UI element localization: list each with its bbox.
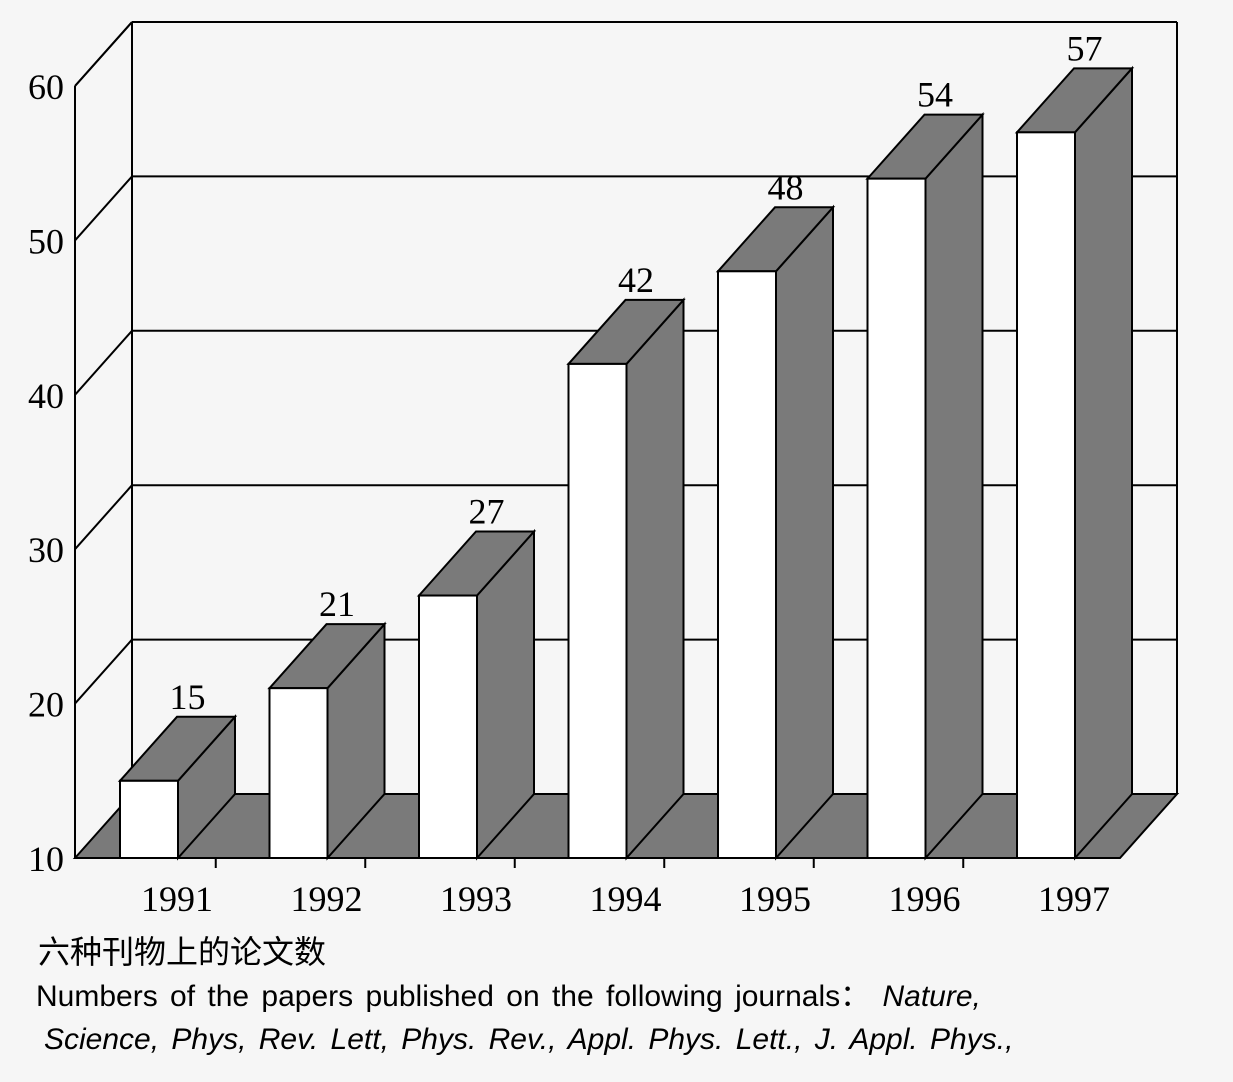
bar-front-face bbox=[866, 177, 927, 859]
y-tick-label-40: 40 bbox=[28, 376, 64, 416]
x-tick-label-1993: 1993 bbox=[440, 879, 512, 919]
bar-1994 bbox=[566, 297, 686, 861]
bar-side-face bbox=[775, 204, 834, 861]
bar-front-face bbox=[1016, 131, 1076, 859]
bar-side-face bbox=[924, 112, 984, 861]
data-label-1997: 57 bbox=[1067, 28, 1103, 68]
x-tick-label-1991: 1991 bbox=[141, 879, 213, 919]
data-label-1995: 48 bbox=[768, 167, 804, 207]
x-tick-label-1994: 1994 bbox=[590, 879, 662, 919]
side-gridline-30 bbox=[74, 484, 133, 550]
bar-front-face bbox=[567, 362, 628, 859]
bar-front-face bbox=[418, 594, 478, 860]
y-tick-label-50: 50 bbox=[28, 221, 64, 261]
bar-1993 bbox=[416, 528, 537, 861]
data-label-1993: 27 bbox=[469, 492, 505, 532]
bar-1992 bbox=[267, 621, 387, 861]
chart-bars bbox=[117, 65, 1135, 861]
caption-journal-nature: Nature, bbox=[882, 980, 981, 1013]
figure-caption-english-line-1: Numbers of the papers published on the f… bbox=[36, 976, 1196, 1018]
chart-front-axis bbox=[74, 21, 965, 868]
bar-front-face bbox=[119, 779, 179, 859]
side-gridline-20 bbox=[74, 638, 133, 705]
x-tick-label-1996: 1996 bbox=[889, 879, 961, 919]
caption-description: Numbers of the papers published on the f… bbox=[36, 980, 871, 1013]
side-gridline-50 bbox=[74, 175, 133, 242]
chart-labels: 15 1991 21 1992 27 1993 42 1994 48 1995 54 1996 57 19… bbox=[28, 28, 1110, 919]
y-axis-top-edge bbox=[74, 21, 133, 87]
y-tick-label-10: 10 bbox=[28, 839, 64, 879]
y-tick-label-20: 20 bbox=[28, 685, 64, 725]
x-tick-label-1997: 1997 bbox=[1038, 879, 1110, 919]
bar-side-face bbox=[1074, 65, 1133, 861]
side-gridline-40 bbox=[74, 330, 133, 396]
x-tick-label-1992: 1992 bbox=[291, 879, 363, 919]
y-tick-label-60: 60 bbox=[28, 67, 64, 107]
data-label-1992: 21 bbox=[319, 584, 355, 624]
data-label-1996: 54 bbox=[917, 75, 953, 115]
bar-front-face bbox=[268, 687, 329, 859]
bar-1995 bbox=[715, 204, 836, 861]
data-label-1994: 42 bbox=[618, 260, 654, 300]
bar-chart: 15 1991 21 1992 27 1993 42 1994 48 1995 54 1996 57 19… bbox=[28, 21, 1180, 919]
figure-caption-english-line-2: Science, Phys, Rev. Lett, Phys. Rev., Ap… bbox=[44, 1023, 1014, 1056]
bar-1996 bbox=[865, 112, 985, 861]
bar-side-face bbox=[625, 297, 685, 861]
data-label-1991: 15 bbox=[170, 677, 206, 717]
figure-caption-chinese: 六种刊物上的论文数 bbox=[38, 933, 327, 971]
bar-1997 bbox=[1014, 65, 1135, 861]
y-tick-label-30: 30 bbox=[28, 530, 64, 570]
x-tick-label-1995: 1995 bbox=[739, 879, 811, 919]
bar-1991 bbox=[117, 714, 238, 861]
bar-front-face bbox=[717, 270, 777, 859]
